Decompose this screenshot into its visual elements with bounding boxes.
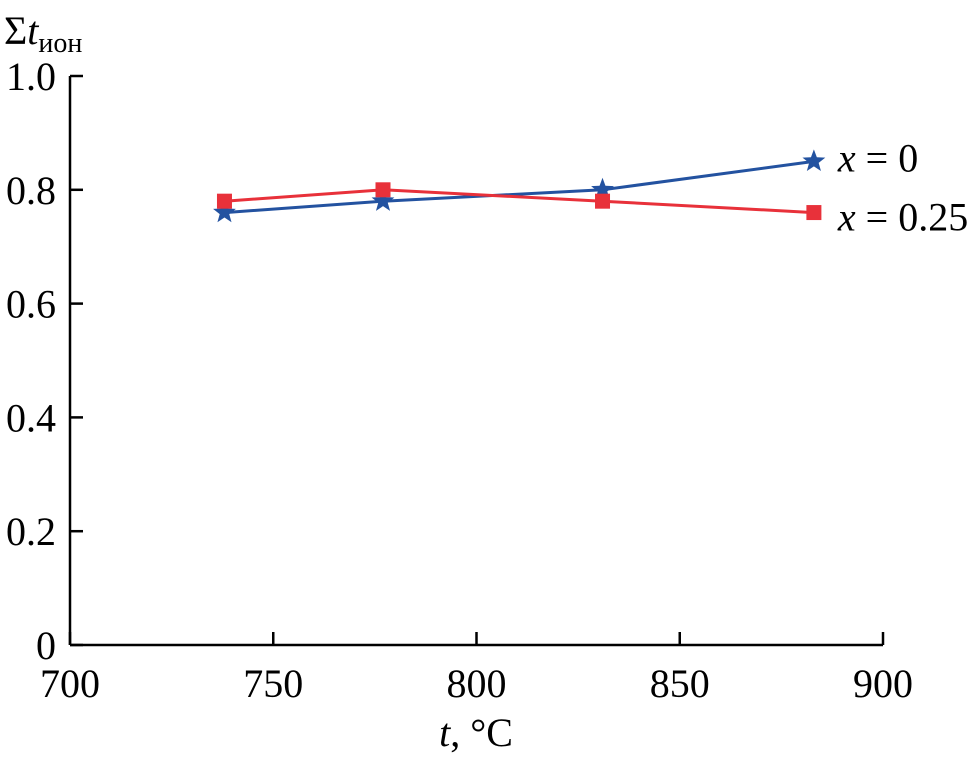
x-tick-label: 800: [447, 661, 507, 706]
axes: [68, 76, 883, 647]
series-label: x = 0: [837, 135, 918, 180]
y-tick-label: 0.2: [6, 509, 56, 554]
series-group: x = 0x = 0.25: [213, 135, 968, 240]
y-tick-label: 0.6: [6, 282, 56, 327]
data-point-star: [802, 149, 826, 172]
data-point-square: [595, 193, 611, 209]
x-ticks: 700 750 800 850 900: [40, 632, 913, 706]
x-tick-label: 850: [650, 661, 710, 706]
x-tick-label: 700: [40, 661, 100, 706]
x-axis-title-var: t: [439, 710, 451, 755]
y-axis-title-sub: ион: [38, 28, 82, 59]
series-label-value: = 0.25: [856, 195, 969, 240]
y-axis-title-var: t: [27, 8, 39, 53]
x-tick-label: 750: [243, 661, 303, 706]
series-1: x = 0.25: [216, 182, 968, 240]
data-point-star: [213, 200, 236, 223]
series-label-var: x: [837, 195, 856, 240]
y-tick-label: 1.0: [6, 54, 56, 99]
x-axis-title-unit: , °C: [450, 710, 513, 755]
series-line: [224, 188, 814, 215]
y-ticks: 0 0.2 0.4 0.6 0.8 1.0: [6, 54, 83, 668]
data-point-star: [591, 177, 614, 200]
data-point-square: [216, 193, 232, 209]
x-axis-title: t, °C: [439, 710, 513, 755]
y-tick-label: 0.8: [6, 168, 56, 213]
data-point-square: [375, 182, 391, 198]
y-axis-title-prefix: Σ: [4, 8, 27, 53]
data-point-square: [806, 205, 822, 221]
series-label: x = 0.25: [837, 195, 968, 240]
series-label-var: x: [837, 135, 856, 180]
series-line: [224, 159, 815, 215]
y-tick-label: 0.4: [6, 395, 56, 440]
x-tick-label: 900: [853, 661, 913, 706]
data-point-star: [371, 189, 395, 211]
y-axis-title: Σtион: [4, 8, 82, 59]
series-label-value: = 0: [856, 135, 919, 180]
y-tick-label: 0: [36, 623, 56, 668]
